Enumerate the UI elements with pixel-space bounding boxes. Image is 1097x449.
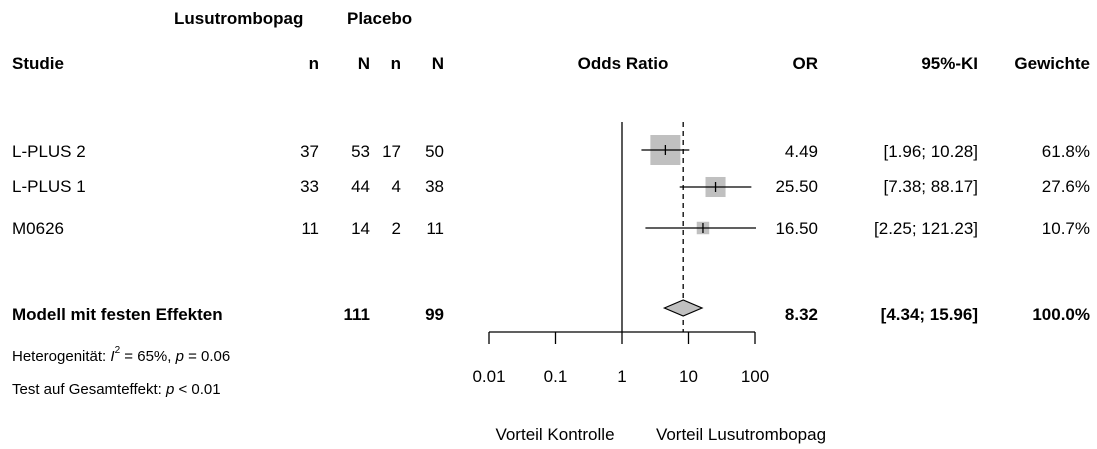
x-axis-tick-label: 1 — [617, 367, 626, 386]
study-ci: [1.96; 10.28] — [883, 142, 978, 161]
study-row: L-PLUS 2 37 53 17 50 4.49 [1.96; 10.28] … — [12, 142, 1090, 161]
overall-effect-test: Test auf Gesamteffekt: p < 0.01 — [12, 381, 221, 398]
pooled-ci: [4.34; 15.96] — [881, 305, 978, 324]
study-N-treatment: 44 — [351, 177, 370, 196]
x-axis-tick-label: 100 — [741, 367, 769, 386]
study-n-treatment: 11 — [301, 219, 319, 238]
study-name: L-PLUS 1 — [12, 177, 86, 196]
study-n-treatment: 37 — [300, 142, 319, 161]
col-header-or: OR — [793, 54, 819, 73]
col-header-study: Studie — [12, 54, 64, 73]
x-axis-tick-label: 0.01 — [472, 367, 505, 386]
study-n-control: 4 — [392, 177, 401, 196]
direction-label-right: Vorteil Lusutrombopag — [656, 425, 826, 444]
col-header-odds-ratio: Odds Ratio — [578, 54, 669, 73]
study-N-control: 11 — [426, 219, 444, 238]
col-header-n-control: n — [391, 54, 401, 73]
study-N-treatment: 53 — [351, 142, 370, 161]
study-n-treatment: 33 — [300, 177, 319, 196]
study-weight: 10.7% — [1042, 219, 1090, 238]
pooled-weight: 100.0% — [1032, 305, 1090, 324]
col-header-N-control: N — [432, 54, 444, 73]
study-or: 4.49 — [785, 142, 818, 161]
pooled-name: Modell mit festen Effekten — [12, 305, 223, 324]
col-header-N-treatment: N — [358, 54, 370, 73]
study-or: 16.50 — [775, 219, 818, 238]
study-ci: [7.38; 88.17] — [883, 177, 978, 196]
col-header-weight: Gewichte — [1014, 54, 1090, 73]
pooled-N-treatment: 111 — [344, 305, 371, 324]
study-weight: 61.8% — [1042, 142, 1090, 161]
control-group-header: Placebo — [347, 9, 412, 28]
x-axis-tick-label: 0.1 — [544, 367, 568, 386]
study-weight: 27.6% — [1042, 177, 1090, 196]
plot-area: 0.01 0.1 1 10 100 — [472, 122, 769, 386]
study-row: M0626 11 14 2 11 16.50 [2.25; 121.23] 10… — [12, 219, 1090, 238]
study-n-control: 2 — [392, 219, 401, 238]
study-n-control: 17 — [382, 142, 401, 161]
study-N-control: 50 — [425, 142, 444, 161]
study-N-treatment: 14 — [351, 219, 370, 238]
study-name: M0626 — [12, 219, 64, 238]
pooled-diamond — [662, 299, 704, 317]
heterogeneity-stat: Heterogenität: I2 = 65%, p = 0.06 — [12, 345, 230, 365]
pooled-row: Modell mit festen Effekten 111 99 8.32 [… — [12, 305, 1090, 324]
study-row: L-PLUS 1 33 44 4 38 25.50 [7.38; 88.17] … — [12, 177, 1090, 196]
x-axis-tick-label: 10 — [679, 367, 698, 386]
study-ci: [2.25; 121.23] — [874, 219, 978, 238]
direction-label-left: Vorteil Kontrolle — [495, 425, 614, 444]
study-name: L-PLUS 2 — [12, 142, 86, 161]
study-or: 25.50 — [775, 177, 818, 196]
study-N-control: 38 — [425, 177, 444, 196]
pooled-N-control: 99 — [425, 305, 444, 324]
col-header-n-treatment: n — [309, 54, 319, 73]
treatment-group-header: Lusutrombopag — [174, 9, 303, 28]
pooled-or: 8.32 — [785, 305, 818, 324]
col-header-ci: 95%-KI — [921, 54, 978, 73]
